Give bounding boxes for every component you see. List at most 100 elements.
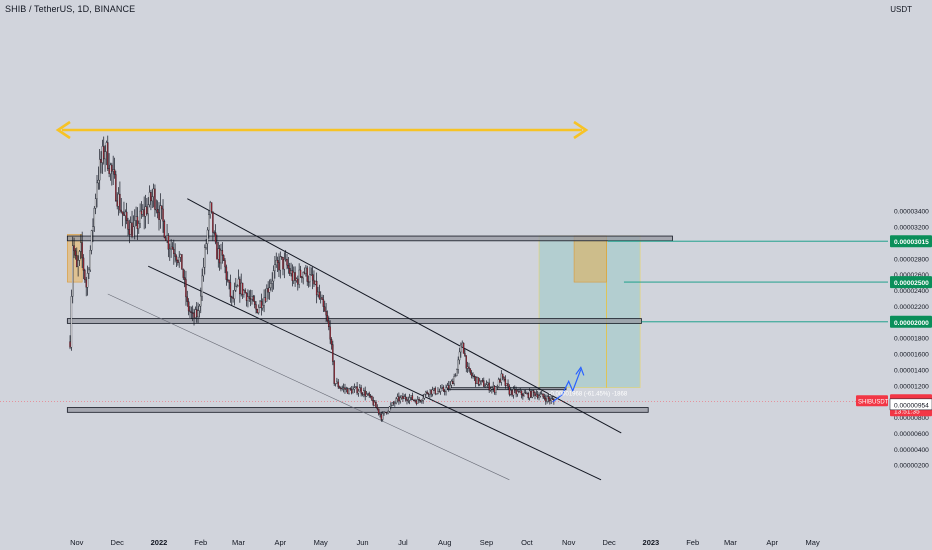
arrowhead-right xyxy=(573,120,589,140)
candle-down xyxy=(177,260,179,263)
candle-down xyxy=(530,390,532,398)
candle-up xyxy=(539,394,542,397)
candle-down xyxy=(136,216,139,230)
candle-up xyxy=(135,216,137,221)
candle-down xyxy=(218,248,221,264)
y-tick-label: 0.00000800 xyxy=(894,415,929,422)
candle-up xyxy=(431,389,434,395)
candle-down xyxy=(287,264,290,269)
candle-down xyxy=(520,390,523,395)
candle-up xyxy=(422,397,424,401)
candle-down xyxy=(522,394,524,397)
candle-down xyxy=(191,312,194,314)
candle-down xyxy=(324,306,326,312)
candle-down xyxy=(514,389,516,391)
candle-down xyxy=(328,320,330,328)
candle-down xyxy=(210,202,213,212)
candle-up xyxy=(334,383,337,385)
candle-up xyxy=(198,305,201,311)
candle-down xyxy=(107,142,109,169)
candle-up xyxy=(166,235,168,241)
y-tick-label: 0.00001800 xyxy=(894,336,929,343)
symbol-badge xyxy=(856,395,888,407)
candle-down xyxy=(222,255,225,261)
candle-up xyxy=(353,387,356,390)
candle-up xyxy=(341,387,344,389)
candle-down xyxy=(470,372,473,376)
candle-down xyxy=(438,391,441,393)
candle-down xyxy=(239,278,241,295)
candle-up xyxy=(93,208,96,227)
candle-up xyxy=(383,411,385,414)
candle-down xyxy=(185,279,187,298)
drawdown-label: -0.00001968 (-61.45%) -1868 xyxy=(548,392,627,398)
candle-down xyxy=(182,269,184,278)
candle-down xyxy=(392,402,395,404)
candle-up xyxy=(403,396,405,399)
candle-down xyxy=(473,375,476,378)
candle-down xyxy=(276,260,279,263)
candle-up xyxy=(460,344,462,353)
x-tick-label: Mar xyxy=(232,538,245,547)
candle-down xyxy=(380,414,383,420)
candle-up xyxy=(479,380,481,385)
projection-path xyxy=(552,369,582,403)
candle-down xyxy=(111,164,113,172)
x-tick-label: Apr xyxy=(766,538,778,547)
candle-up xyxy=(373,402,376,406)
candle-down xyxy=(465,355,467,369)
candle-down xyxy=(398,396,400,402)
candle-up xyxy=(109,164,112,174)
candle-up xyxy=(496,386,498,388)
candle-down xyxy=(249,298,252,300)
candle-up xyxy=(417,399,419,404)
candle-up xyxy=(77,260,79,267)
candle-down xyxy=(349,388,352,390)
candle-down xyxy=(175,256,178,261)
candle-up xyxy=(134,220,136,227)
candle-up xyxy=(295,278,298,281)
candle-up xyxy=(233,290,236,299)
candle-up xyxy=(274,264,276,271)
candle-down xyxy=(515,389,517,395)
candle-up xyxy=(453,376,455,385)
candle-down xyxy=(551,398,554,400)
candle-up xyxy=(352,389,354,394)
candle-up xyxy=(387,411,389,414)
candle-up xyxy=(129,222,132,235)
candle-down xyxy=(294,272,296,281)
candle-down xyxy=(120,209,122,212)
candle-down xyxy=(216,241,218,260)
candle-down xyxy=(264,297,267,302)
candle-up xyxy=(407,400,410,402)
candle-down xyxy=(244,290,246,294)
candle-down xyxy=(256,309,259,314)
candle-down xyxy=(452,381,454,385)
candle-down xyxy=(297,278,299,285)
candle-up xyxy=(365,393,368,397)
channel-line xyxy=(147,265,602,481)
candle-up xyxy=(541,393,543,395)
candle-up xyxy=(461,342,463,346)
candle-up xyxy=(395,398,397,404)
candle-up xyxy=(194,309,197,318)
candle-down xyxy=(146,206,148,214)
x-tick-label: 2022 xyxy=(151,538,168,547)
candle-down xyxy=(140,210,143,215)
candle-up xyxy=(179,254,182,258)
candle-down xyxy=(338,386,341,389)
candle-down xyxy=(474,376,477,384)
candle-down xyxy=(493,386,496,393)
candle-up xyxy=(147,204,149,214)
candle-down xyxy=(181,254,183,270)
candle-down xyxy=(524,392,527,394)
candle-down xyxy=(481,380,484,382)
candle-down xyxy=(518,391,520,393)
secondary-price-label: 0.00000954 xyxy=(894,402,929,409)
candle-up xyxy=(80,242,82,252)
candle-down xyxy=(534,392,536,396)
secondary-price-badge xyxy=(889,398,932,411)
candle-up xyxy=(272,270,275,282)
range-line xyxy=(446,387,567,391)
